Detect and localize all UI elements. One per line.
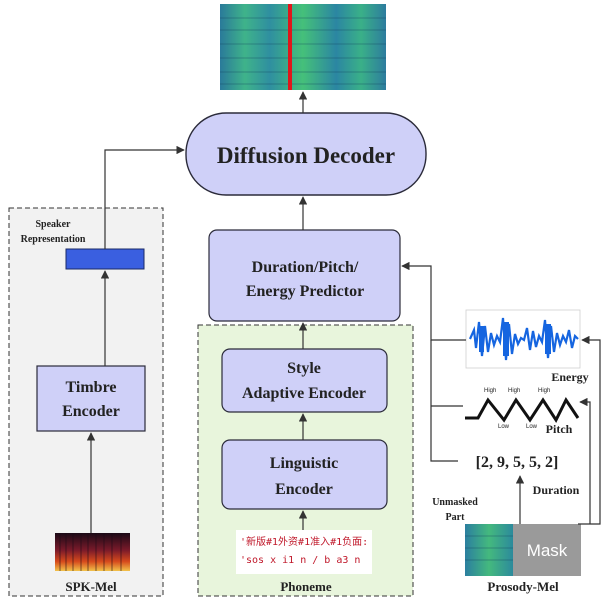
spectrogram-marker bbox=[288, 4, 292, 90]
unmasked-part-label-2: Part bbox=[446, 512, 466, 523]
diffusion-decoder-label: Diffusion Decoder bbox=[217, 143, 395, 168]
timbre-encoder-label-1: Timbre bbox=[66, 379, 117, 396]
energy-waveform bbox=[465, 309, 581, 369]
phoneme-text-box: '新版#1外资#1准入#1负面: 'sos x i1 n / b a3 n bbox=[236, 530, 372, 574]
phoneme-text-line-2: 'sos x i1 n / b a3 n bbox=[240, 555, 360, 566]
predictor-block: Duration/Pitch/ Energy Predictor bbox=[208, 229, 401, 322]
pitch-curve: High High High Low Low bbox=[465, 388, 580, 430]
duration-values: [2, 9, 5, 5, 2] bbox=[476, 454, 559, 471]
mask-label: Mask bbox=[527, 541, 568, 560]
energy-label: Energy bbox=[551, 370, 588, 384]
prosody-mel-label: Prosody-Mel bbox=[487, 579, 559, 594]
pitch-low-label-1: Low bbox=[498, 424, 510, 430]
duration-label: Duration bbox=[533, 483, 580, 497]
prosody-mel-spectrogram: Mask bbox=[465, 524, 581, 576]
phoneme-label: Phoneme bbox=[280, 579, 332, 594]
arrow-prosody-to-pitch bbox=[579, 397, 591, 524]
predictor-label-1: Duration/Pitch/ bbox=[252, 259, 359, 276]
spk-mel-label: SPK-Mel bbox=[65, 579, 117, 594]
predictor-label-2: Energy Predictor bbox=[246, 283, 364, 300]
speaker-representation-label-1: Speaker bbox=[36, 219, 72, 230]
style-adaptive-encoder-block: Style Adaptive Encoder bbox=[221, 348, 388, 413]
pitch-high-label-3: High bbox=[538, 388, 550, 394]
unmasked-part-label-1: Unmasked bbox=[432, 497, 478, 508]
mask-region bbox=[513, 524, 581, 576]
diffusion-decoder-block: Diffusion Decoder bbox=[185, 112, 427, 196]
linguistic-encoder-block: Linguistic Encoder bbox=[221, 439, 388, 510]
pitch-label: Pitch bbox=[546, 422, 573, 436]
pitch-high-label-1: High bbox=[484, 388, 496, 394]
speaker-vector bbox=[65, 248, 145, 270]
arrow-prosody-to-energy bbox=[578, 335, 601, 525]
linguistic-encoder-label-1: Linguistic bbox=[270, 455, 338, 472]
pitch-high-label-2: High bbox=[508, 388, 520, 394]
timbre-encoder-label-2: Encoder bbox=[62, 403, 120, 420]
pitch-low-label-2: Low bbox=[526, 424, 538, 430]
line-duration-feed bbox=[430, 340, 458, 462]
spk-mel-spectrogram bbox=[55, 533, 130, 571]
arrow-features-to-predictor bbox=[401, 261, 466, 341]
linguistic-encoder-label-2: Encoder bbox=[275, 481, 333, 498]
phoneme-text-line-1: '新版#1外资#1准入#1负面: bbox=[240, 535, 368, 548]
speaker-representation-label-2: Representation bbox=[21, 234, 86, 245]
output-spectrogram bbox=[220, 4, 386, 90]
timbre-encoder-block: Timbre Encoder bbox=[36, 365, 146, 432]
style-encoder-label-1: Style bbox=[287, 360, 321, 377]
arrow-speaker-to-decoder bbox=[104, 145, 185, 249]
style-encoder-label-2: Adaptive Encoder bbox=[242, 385, 366, 402]
